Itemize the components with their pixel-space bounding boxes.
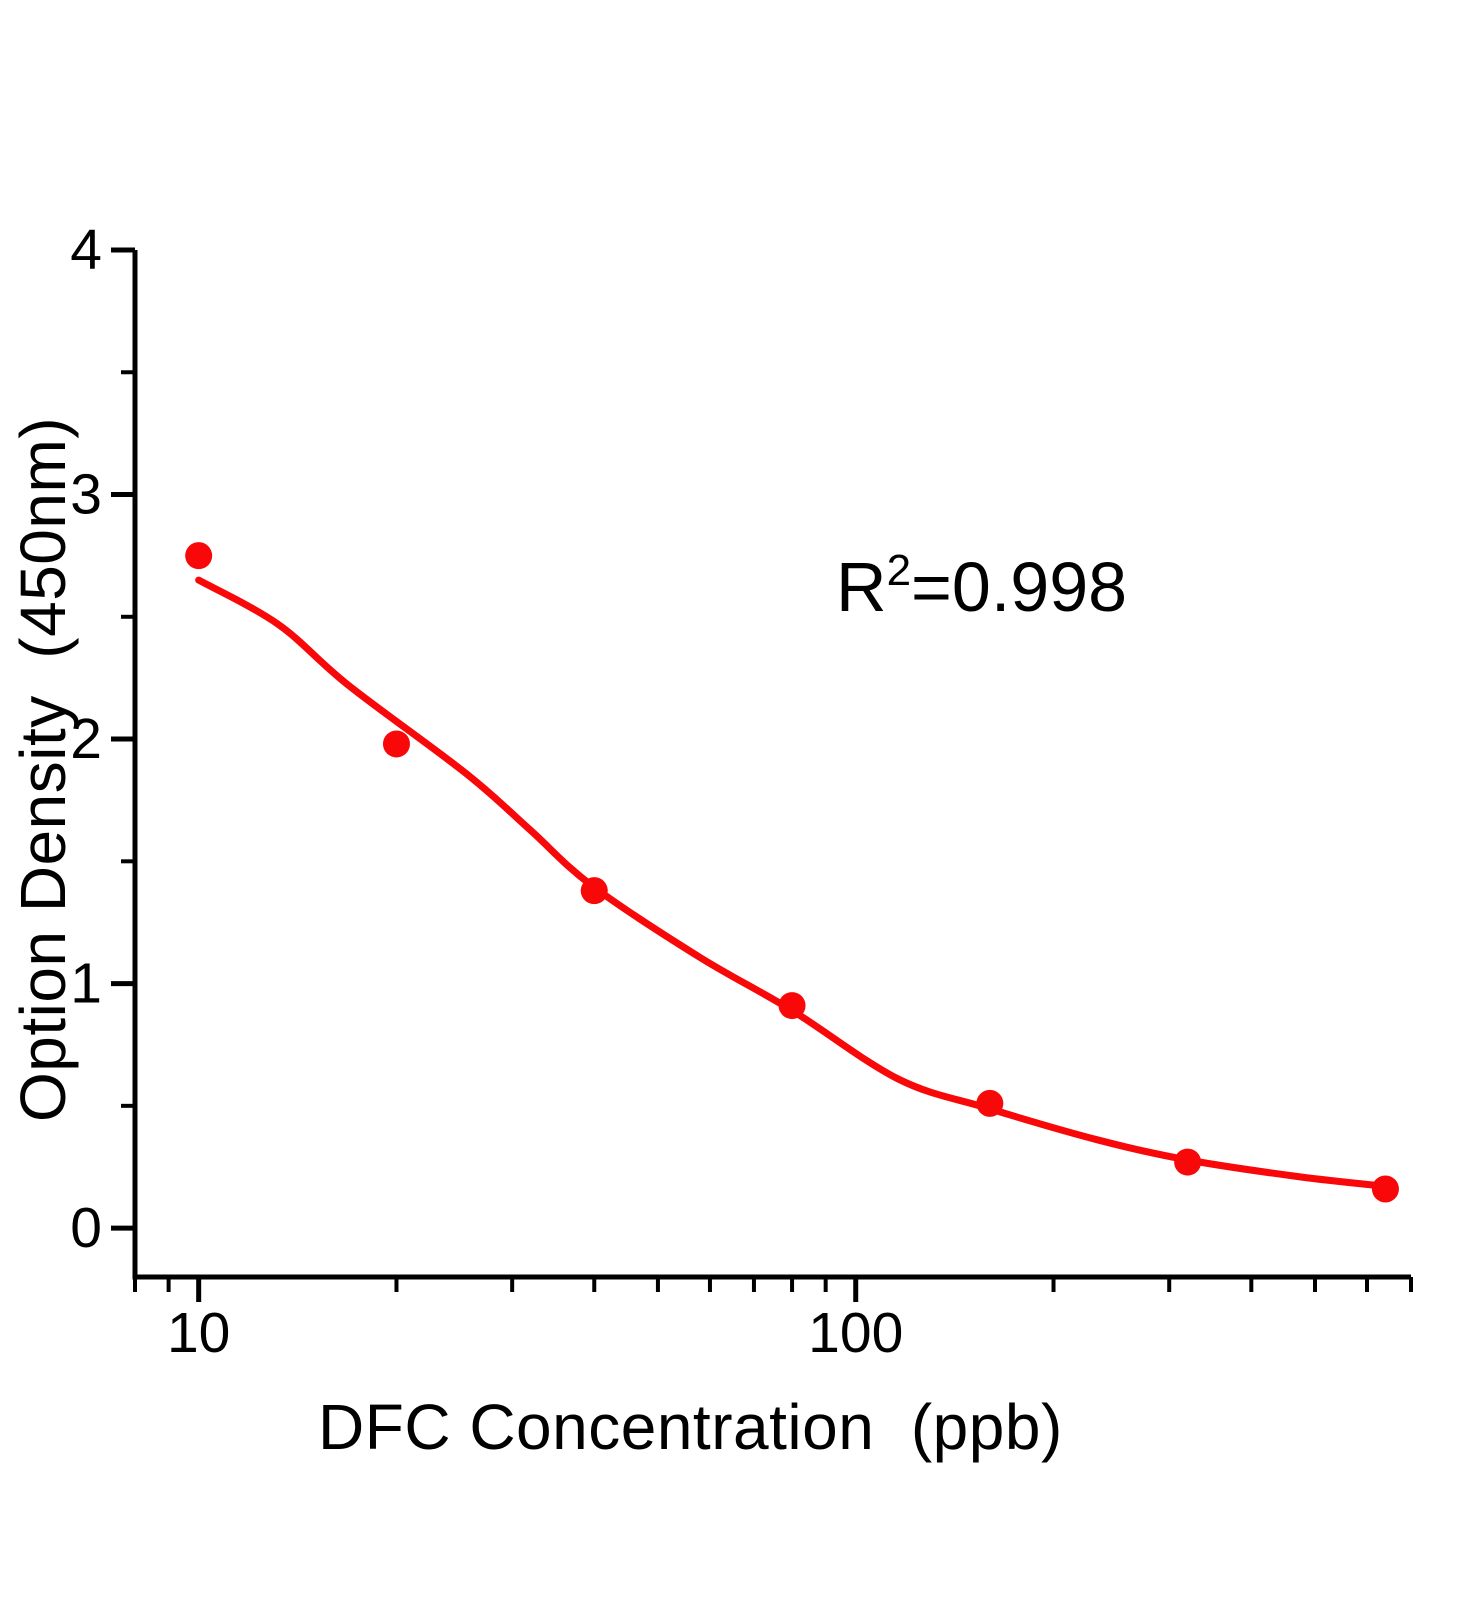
y-tick-label: 1 (70, 952, 102, 1016)
y-tick-label: 0 (70, 1196, 102, 1260)
fit-curve (195, 576, 1392, 1191)
y-tick-label: 2 (70, 707, 102, 771)
x-tick-label: 100 (808, 1301, 903, 1365)
r-squared-superscript: 2 (886, 546, 912, 595)
r-squared-annotation: R2=0.998 (836, 546, 1127, 627)
data-point (185, 542, 213, 570)
data-point (580, 877, 608, 905)
data-point (382, 730, 410, 758)
x-tick-label: 10 (167, 1301, 230, 1365)
data-point (1371, 1175, 1399, 1203)
y-tick-label: 3 (70, 463, 102, 527)
axis-spines (132, 250, 1411, 1280)
data-point (1174, 1148, 1202, 1176)
y-axis-title: Option Density (450nm) (7, 416, 79, 1122)
data-point (976, 1089, 1004, 1117)
r-squared-base: R (836, 548, 887, 626)
y-tick-label: 4 (70, 218, 102, 282)
x-axis-title: DFC Concentration (ppb) (318, 1391, 1063, 1463)
data-point (778, 992, 806, 1020)
r-squared-value: =0.998 (911, 548, 1128, 626)
